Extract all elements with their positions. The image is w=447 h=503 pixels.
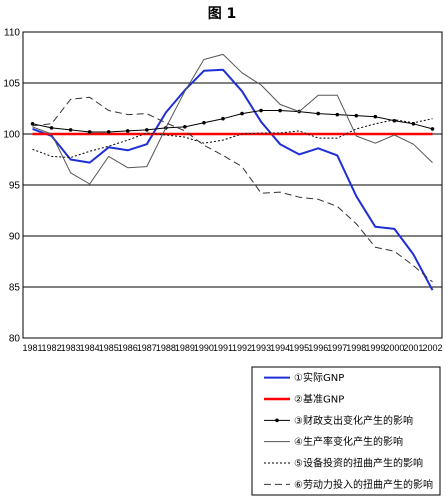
x-tick-label: 1990 [194,343,214,353]
legend-box [251,366,441,496]
series-lines [30,53,435,291]
y-tick-label: 110 [4,28,20,39]
x-tick-label: 1983 [61,343,81,353]
x-tick-label: 1986 [118,343,138,353]
legend-label-6: ⑥劳动力投入的扭曲产生的影响 [294,478,433,491]
legend-label-5: ⑤设备投资的扭曲产生的影响 [294,457,423,470]
legend: ①实际GNP ②基准GNP ③财政支出变化产生的影响 ④生产率变化产生的影响 ⑤设备投资… [251,366,441,496]
x-tick-label: 1985 [99,343,119,353]
x-axis-ticks: 1981 1982 1983 1984 1985 1986 1987 1988 1989 1990… [23,343,443,353]
series-line-5 [32,118,433,158]
data-point [373,114,378,119]
data-point [278,108,282,113]
x-tick-label: 1989 [175,343,195,353]
data-point [221,116,225,121]
x-tick-label: 2001 [403,343,423,353]
x-tick-label: 1997 [327,343,347,353]
x-tick-label: 1987 [137,343,157,353]
x-tick-label: 2000 [384,343,404,353]
x-tick-label: 1982 [42,343,62,353]
y-tick-label: 85 [9,283,21,294]
y-tick-label: 80 [9,334,21,345]
data-point [430,127,435,131]
data-point [183,125,187,129]
data-point [106,130,111,134]
x-tick-label: 1996 [308,343,328,353]
data-point [87,130,92,134]
data-point [354,113,359,118]
data-point [202,120,206,125]
data-point [316,111,321,116]
chart-title: 图 1 [208,6,237,22]
legend-label-2: ②基准GNP [294,393,344,406]
series-line-3 [32,110,433,133]
series-line-6 [32,96,433,283]
legend-marker [275,418,279,423]
data-point [30,122,35,126]
data-point [49,126,54,130]
legend-label-4: ④生产率变化产生的影响 [294,435,403,448]
gridlines [23,82,442,288]
x-tick-label: 1995 [289,343,309,353]
data-point [144,128,149,132]
legend-label-1: ①实际GNP [294,371,344,384]
data-point [335,112,340,117]
y-tick-label: 90 [9,232,21,243]
data-point [68,128,73,132]
legend-label-3: ③财政支出变化产生的影响 [294,414,413,427]
data-point [240,111,244,116]
y-tick-label: 100 [3,130,20,141]
y-axis-ticks: 80 85 90 95 100 105 110 [3,28,20,345]
y-tick-label: 105 [3,79,20,90]
data-point [125,129,130,133]
series-line-4 [32,53,433,185]
plot-frame [22,31,443,339]
x-tick-label: 1999 [365,343,385,353]
x-tick-label: 1994 [270,343,290,353]
x-tick-label: 1998 [346,343,366,353]
data-point [259,108,263,113]
x-tick-label: 1988 [156,343,176,353]
y-tick-label: 95 [9,181,21,192]
x-tick-label: 1992 [232,343,252,353]
series-line-1 [32,68,434,291]
x-tick-label: 1984 [80,343,100,353]
x-tick-label: 1981 [23,343,43,353]
x-tick-label: 1993 [251,343,271,353]
x-tick-label: 2002 [422,343,442,353]
x-tick-label: 1991 [213,343,233,353]
